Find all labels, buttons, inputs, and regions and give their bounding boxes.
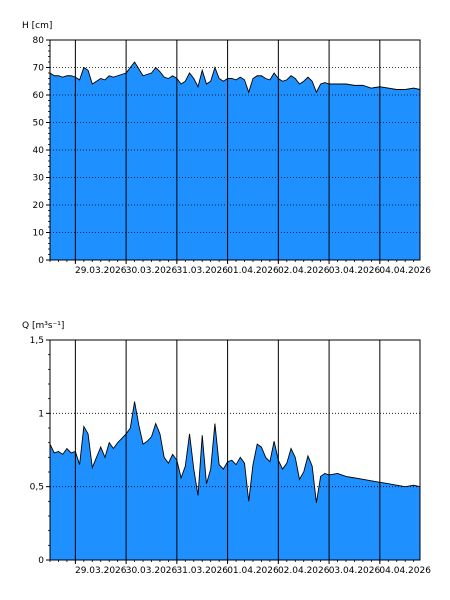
water-level-series-line: [49, 61, 421, 94]
water-level-area: [50, 62, 420, 260]
discharge-x-tick-label: 31.03.2026: [176, 566, 228, 576]
discharge-x-tick-label: 01.04.2026: [227, 566, 279, 576]
discharge-series-line: [49, 401, 421, 503]
water-level-chart: H [cm] 0 10 20 30 40 50 60 70 80 29.03.2026 30.03.…: [22, 21, 431, 276]
water-level-x-tick-label: 03.04.2026: [329, 266, 381, 276]
discharge-x-tick-label: 02.04.2026: [278, 566, 330, 576]
water-level-x-tick-label: 04.04.2026: [379, 266, 431, 276]
discharge-plot-frame: [49, 339, 421, 561]
water-level-x-tick-label: 31.03.2026: [176, 266, 228, 276]
water-level-x-tick-label: 29.03.2026: [75, 266, 127, 276]
discharge-y-tick-label: 0,5: [30, 483, 44, 493]
water-level-y-tick-label: 20: [33, 201, 45, 211]
water-level-y-tick-label: 30: [33, 174, 45, 184]
discharge-x-tick-label: 04.04.2026: [379, 566, 431, 576]
water-level-y-tick-label: 70: [33, 64, 45, 74]
water-level-y-tick-label: 50: [33, 119, 45, 129]
water-level-x-tick-label: 02.04.2026: [278, 266, 330, 276]
discharge-y-tick-label: 1: [38, 409, 44, 419]
water-level-y-tick-label: 10: [33, 229, 45, 239]
discharge-x-tick-label: 30.03.2026: [126, 566, 178, 576]
water-level-plot-frame: [49, 39, 421, 261]
discharge-y-tick-label: 0: [38, 556, 44, 566]
water-level-y-tick-label: 60: [33, 91, 45, 101]
water-level-x-tick-label: 30.03.2026: [126, 266, 178, 276]
discharge-axis-label: Q [m³s⁻¹]: [22, 321, 64, 331]
discharge-y-tick-label: 1,5: [30, 336, 44, 346]
discharge-area: [50, 401, 420, 560]
discharge-chart: Q [m³s⁻¹] 0 0,5 1 1,5 29.03.2026 30.03.2026 31…: [22, 321, 431, 576]
water-level-x-tick-label: 01.04.2026: [227, 266, 279, 276]
discharge-x-tick-label: 03.04.2026: [329, 566, 381, 576]
discharge-x-tick-label: 29.03.2026: [75, 566, 127, 576]
water-level-y-tick-label: 0: [38, 256, 44, 266]
water-level-y-tick-label: 80: [33, 36, 45, 46]
water-level-y-tick-label: 40: [33, 146, 45, 156]
water-level-axis-label: H [cm]: [22, 21, 52, 31]
